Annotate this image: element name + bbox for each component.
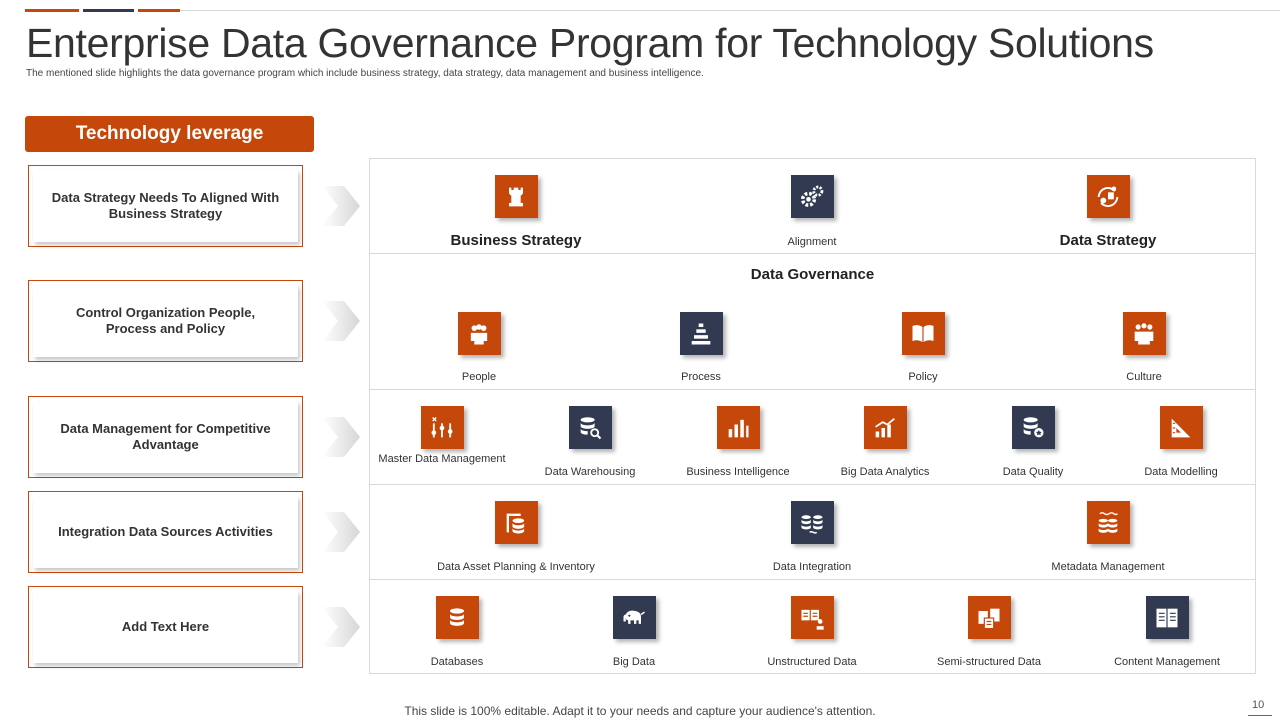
data-strategy-item: Data Strategy: [1023, 175, 1193, 249]
policy-label: Policy: [908, 371, 938, 383]
leverage-box: Integration Data Sources Activities: [28, 491, 303, 573]
chevron-right-icon: [322, 186, 360, 226]
semi-structured-data-label: Semi-structured Data: [937, 656, 1041, 668]
data-quality-label: Data Quality: [1002, 466, 1064, 478]
metadata-management-label: Metadata Management: [1051, 561, 1165, 573]
alignment-item: Alignment: [727, 175, 897, 249]
databases-label: Databases: [430, 656, 484, 668]
business-strategy-item: Business Strategy: [431, 175, 601, 249]
row-divider: [369, 579, 1256, 580]
culture-item: Culture: [1059, 312, 1229, 384]
open-book-icon: [901, 312, 945, 355]
slide-subtitle: The mentioned slide highlights the data …: [26, 68, 704, 79]
database-badge-icon: [1011, 406, 1055, 449]
policy-item: Policy: [838, 312, 1008, 384]
growth-chart-icon: [863, 406, 907, 449]
leverage-box: Add Text Here: [28, 586, 303, 668]
semi-structured-data-item: Semi-structured Data: [904, 596, 1074, 669]
documents-icon: [967, 596, 1011, 639]
leverage-box-text: Data Management for Competitive Advantag…: [33, 401, 298, 473]
chess-rook-icon: [494, 175, 538, 218]
master-data-item: Master Data Management: [357, 406, 527, 466]
elephant-icon: [612, 596, 656, 639]
accent-bar: [25, 9, 79, 12]
slide-title: Enterprise Data Governance Program for T…: [26, 20, 1154, 66]
inventory-icon: [494, 501, 538, 544]
data-strategy-label: Data Strategy: [1059, 232, 1157, 249]
row-divider: [369, 253, 1256, 254]
page-number-underline: [1248, 715, 1272, 716]
business-intelligence-item: Business Intelligence: [653, 406, 823, 479]
data-integration-label: Data Integration: [772, 561, 852, 573]
bar-chart-icon: [716, 406, 760, 449]
chevron-right-icon: [322, 512, 360, 552]
row-divider: [369, 389, 1256, 390]
row-divider: [369, 484, 1256, 485]
chevron-right-icon: [322, 301, 360, 341]
database-stack-icon: [1086, 501, 1130, 544]
databases-item: Databases: [372, 596, 542, 669]
leverage-box-text: Control Organization People, Process and…: [33, 285, 298, 357]
files-people-icon: [790, 596, 834, 639]
big-data-analytics-item: Big Data Analytics: [800, 406, 970, 479]
data-asset-planning-item: Data Asset Planning & Inventory: [431, 501, 601, 574]
data-governance-title: Data Governance: [750, 266, 875, 283]
master-data-label: Master Data Management: [378, 453, 506, 465]
leverage-box-text: Integration Data Sources Activities: [33, 496, 298, 568]
data-integration-item: Data Integration: [727, 501, 897, 574]
leverage-box: Control Organization People, Process and…: [28, 280, 303, 362]
gears-icon: [790, 175, 834, 218]
culture-label: Culture: [1126, 371, 1162, 383]
alignment-label: Alignment: [787, 236, 837, 248]
business-strategy-label: Business Strategy: [450, 232, 582, 249]
accent-bar: [83, 9, 134, 12]
people-item: People: [394, 312, 564, 384]
database-icon: [435, 596, 479, 639]
top-divider: [180, 10, 1280, 11]
metadata-management-item: Metadata Management: [1023, 501, 1193, 574]
footer-note: This slide is 100% editable. Adapt it to…: [404, 704, 876, 718]
chevron-right-icon: [322, 607, 360, 647]
group-icon: [1122, 312, 1166, 355]
data-modelling-item: Data Modelling: [1096, 406, 1266, 479]
process-label: Process: [681, 371, 721, 383]
leverage-box-text: Add Text Here: [33, 591, 298, 663]
unstructured-data-item: Unstructured Data: [727, 596, 897, 669]
database-link-icon: [790, 501, 834, 544]
process-item: Process: [616, 312, 786, 384]
set-square-icon: [1159, 406, 1203, 449]
data-quality-item: Data Quality: [948, 406, 1118, 479]
big-data-item: Big Data: [549, 596, 719, 669]
content-management-item: Content Management: [1082, 596, 1252, 669]
accent-bar: [138, 9, 180, 12]
data-warehousing-item: Data Warehousing: [505, 406, 675, 479]
people-icon: [457, 312, 501, 355]
leverage-box-text: Data Strategy Needs To Aligned With Busi…: [33, 170, 298, 242]
book-icon: [1145, 596, 1189, 639]
page-number: 10: [1252, 699, 1265, 711]
unstructured-data-label: Unstructured Data: [767, 656, 857, 668]
data-modelling-label: Data Modelling: [1144, 466, 1218, 478]
strategy-cycle-icon: [1086, 175, 1130, 218]
sliders-icon: [420, 406, 464, 449]
business-intelligence-label: Business Intelligence: [686, 466, 790, 478]
governance-grid: [369, 158, 1256, 674]
leverage-box: Data Strategy Needs To Aligned With Busi…: [28, 165, 303, 247]
chevron-right-icon: [322, 417, 360, 457]
data-warehousing-label: Data Warehousing: [544, 466, 636, 478]
big-data-label: Big Data: [612, 656, 656, 668]
people-label: People: [461, 371, 497, 383]
content-management-label: Content Management: [1114, 656, 1220, 668]
technology-leverage-header: Technology leverage: [25, 116, 314, 152]
big-data-analytics-label: Big Data Analytics: [840, 466, 930, 478]
database-search-icon: [568, 406, 612, 449]
leverage-box: Data Management for Competitive Advantag…: [28, 396, 303, 478]
data-asset-planning-label: Data Asset Planning & Inventory: [437, 561, 595, 573]
pyramid-icon: [679, 312, 723, 355]
